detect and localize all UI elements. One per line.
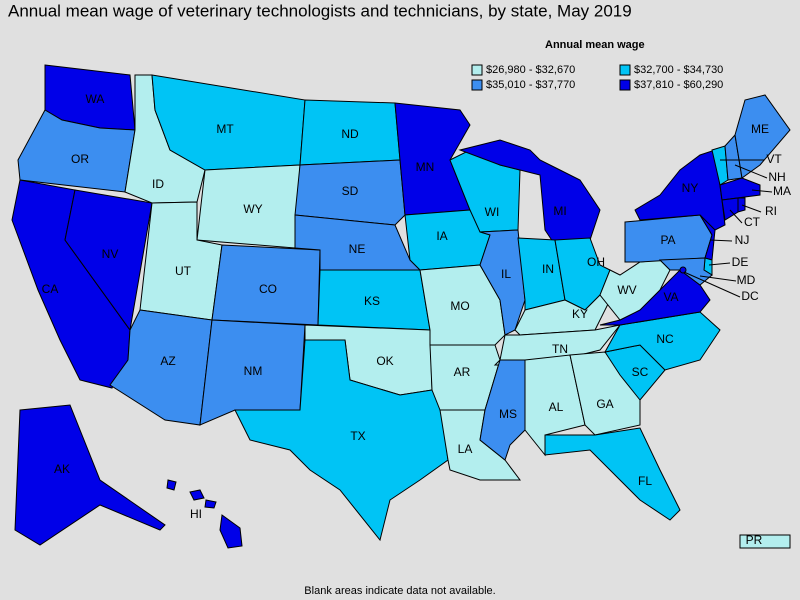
leader-line [683, 271, 741, 298]
legend-swatch [471, 64, 483, 76]
state-label: NC [656, 332, 674, 346]
state-label: OH [587, 255, 605, 269]
state-label: MO [450, 299, 469, 313]
state-label: GA [596, 397, 613, 411]
legend-label: $35,010 - $37,770 [486, 79, 575, 91]
state-label: LA [458, 442, 473, 456]
state-shape [719, 177, 761, 201]
state-shape [219, 514, 243, 549]
legend-label: $32,700 - $34,730 [634, 64, 723, 76]
map-title: Annual mean wage of veterinary technolog… [8, 1, 632, 20]
state-shape [493, 324, 622, 366]
state-label: MN [416, 160, 435, 174]
state-label: TX [350, 429, 365, 443]
state-shape [604, 311, 721, 371]
state-shape [166, 479, 177, 491]
legend-title: Annual mean wage [545, 39, 645, 51]
state-labels: WA OR CA NV ID MT WY UT CO AZ NM ND SD NE KS OK TX MN IA MO… [42, 92, 791, 547]
state-label: SC [632, 365, 649, 379]
state-label: MA [773, 184, 791, 198]
state-label: IL [501, 267, 511, 281]
state-label: MD [737, 273, 756, 287]
legend-label: $26,980 - $32,670 [486, 64, 575, 76]
state-label: DE [732, 255, 749, 269]
state-label: IN [542, 262, 554, 276]
leader-line [734, 164, 768, 179]
state-label: VA [663, 290, 678, 304]
state-shape [294, 159, 406, 226]
state-shape [234, 339, 449, 542]
state-shape [544, 427, 681, 521]
state-shape [679, 266, 687, 274]
state-label: IA [436, 229, 447, 243]
state-label: AZ [160, 354, 175, 368]
state-label: AK [54, 462, 70, 476]
state-shape [734, 94, 791, 179]
state-label: TN [552, 342, 568, 356]
state-label: CA [42, 282, 59, 296]
leader-line [699, 275, 737, 282]
state-label: MI [553, 204, 566, 218]
state-label: KY [572, 307, 588, 321]
state-label: HI [190, 507, 202, 521]
leader-line [751, 189, 773, 193]
state-shape [14, 404, 166, 546]
state-shape [458, 139, 601, 246]
state-label: AR [454, 365, 471, 379]
state-label: PR [746, 533, 763, 547]
state-label: NH [768, 170, 785, 184]
state-label: NY [682, 181, 699, 195]
footnote: Blank areas indicate data not available. [304, 585, 495, 597]
state-label: WY [243, 202, 262, 216]
state-label: WV [617, 283, 636, 297]
state-label: MS [499, 407, 517, 421]
state-label: UT [175, 264, 192, 278]
states [11, 64, 791, 549]
state-label: DC [741, 289, 759, 303]
state-label: NE [349, 242, 366, 256]
state-label: OR [71, 152, 89, 166]
state-shape [204, 499, 217, 509]
state-label: WA [86, 92, 105, 106]
leader-line [729, 209, 743, 224]
legend-swatch [619, 79, 631, 91]
state-label: ND [341, 127, 359, 141]
state-label: WI [485, 205, 500, 219]
state-label: NJ [735, 233, 750, 247]
state-label: ID [152, 177, 164, 191]
state-shape [189, 489, 205, 501]
state-label: FL [638, 474, 652, 488]
legend-swatch [619, 64, 631, 76]
state-label: CT [744, 215, 761, 229]
state-label: MT [216, 122, 234, 136]
state-label: NV [102, 247, 119, 261]
state-label: OK [376, 354, 393, 368]
state-label: CO [259, 282, 277, 296]
leader-line [709, 239, 733, 242]
state-label: KS [364, 294, 380, 308]
state-shape [737, 197, 746, 213]
state-label: NM [244, 364, 263, 378]
leader-line [708, 262, 731, 266]
state-label: SD [342, 184, 359, 198]
state-label: PA [660, 233, 675, 247]
leader-line [741, 204, 762, 213]
legend-label: $37,810 - $60,290 [634, 79, 723, 91]
state-label: VT [766, 152, 782, 166]
state-label: RI [765, 204, 777, 218]
state-label: ME [751, 122, 769, 136]
state-shape [739, 534, 791, 549]
state-label: AL [549, 400, 564, 414]
legend-swatch [471, 79, 483, 91]
